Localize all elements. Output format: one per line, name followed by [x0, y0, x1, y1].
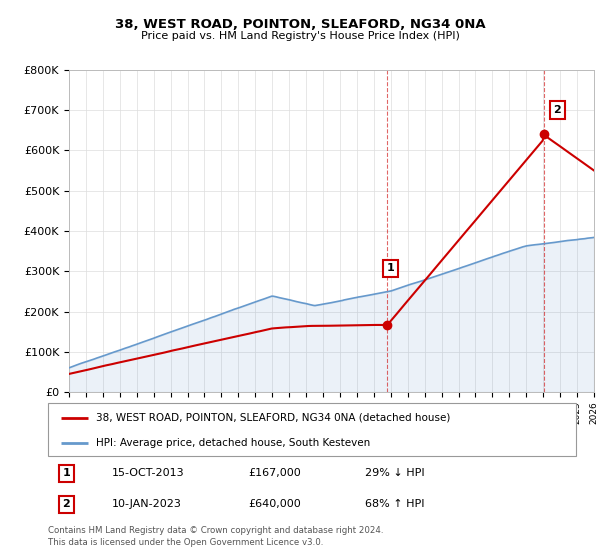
- Text: 10-JAN-2023: 10-JAN-2023: [112, 500, 181, 509]
- Text: 68% ↑ HPI: 68% ↑ HPI: [365, 500, 424, 509]
- Text: 38, WEST ROAD, POINTON, SLEAFORD, NG34 0NA: 38, WEST ROAD, POINTON, SLEAFORD, NG34 0…: [115, 18, 485, 31]
- Text: 38, WEST ROAD, POINTON, SLEAFORD, NG34 0NA (detached house): 38, WEST ROAD, POINTON, SLEAFORD, NG34 0…: [95, 413, 450, 423]
- Text: This data is licensed under the Open Government Licence v3.0.: This data is licensed under the Open Gov…: [48, 538, 323, 547]
- FancyBboxPatch shape: [48, 403, 576, 456]
- Text: HPI: Average price, detached house, South Kesteven: HPI: Average price, detached house, Sout…: [95, 438, 370, 448]
- Text: 29% ↓ HPI: 29% ↓ HPI: [365, 468, 424, 478]
- Text: 2: 2: [554, 105, 561, 115]
- Text: £167,000: £167,000: [248, 468, 301, 478]
- Text: Price paid vs. HM Land Registry's House Price Index (HPI): Price paid vs. HM Land Registry's House …: [140, 31, 460, 41]
- Text: 1: 1: [387, 263, 394, 273]
- Text: Contains HM Land Registry data © Crown copyright and database right 2024.: Contains HM Land Registry data © Crown c…: [48, 526, 383, 535]
- Text: 15-OCT-2013: 15-OCT-2013: [112, 468, 184, 478]
- Text: £640,000: £640,000: [248, 500, 301, 509]
- Text: 1: 1: [62, 468, 70, 478]
- Text: 2: 2: [62, 500, 70, 509]
